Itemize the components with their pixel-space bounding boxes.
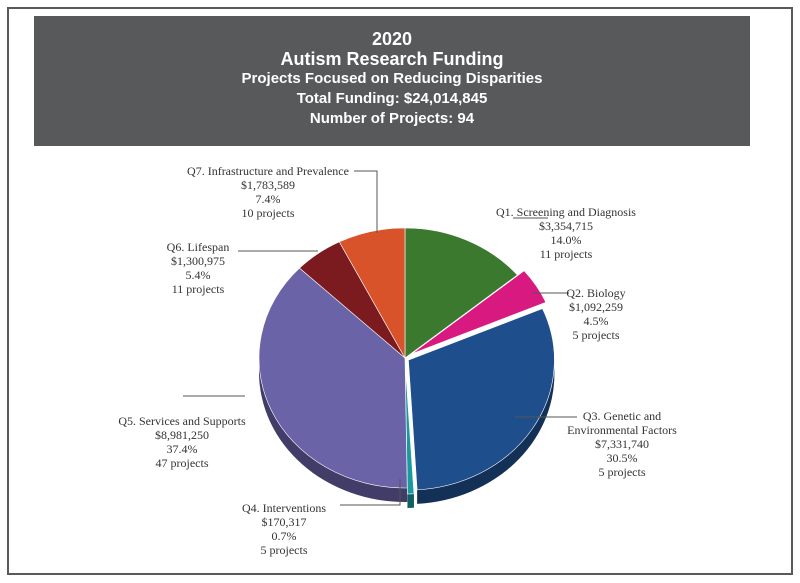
slice-name: Q7. Infrastructure and Prevalence <box>187 164 349 178</box>
pie-slice <box>404 363 415 495</box>
slice-name: Q6. Lifespan <box>167 240 230 254</box>
leader-line <box>354 170 378 233</box>
number-of-projects: Number of Projects: 94 <box>309 110 475 127</box>
pie-slice <box>411 270 547 355</box>
slice-amount: $170,317 <box>262 515 307 529</box>
pie-slice <box>258 267 408 489</box>
pie-slice-side <box>417 360 555 504</box>
slice-label: Q1. Screening and Diagnosis$3,354,71514.… <box>496 205 636 261</box>
slice-projects: 5 projects <box>573 328 620 342</box>
slice-name: Q2. Biology <box>566 286 625 300</box>
slice-percent: 37.4% <box>167 442 198 456</box>
slice-percent: 14.0% <box>551 233 582 247</box>
slice-name: Q4. Interventions <box>242 501 326 515</box>
slice-name: Q5. Services and Supports <box>118 414 246 428</box>
total-funding: Total Funding: $24,014,845 <box>296 90 488 107</box>
pie-slice-side <box>407 493 414 508</box>
slice-amount: $1,092,259 <box>569 300 623 314</box>
slice-projects: 5 projects <box>599 465 646 479</box>
chart-title: Autism Research Funding <box>280 49 504 69</box>
slice-amount: $1,300,975 <box>171 254 225 268</box>
pie-slice <box>408 308 555 491</box>
slice-percent: 30.5% <box>607 451 638 465</box>
pie-slices <box>258 227 555 495</box>
pie-slice <box>338 227 406 360</box>
slice-projects: 47 projects <box>156 456 209 470</box>
slice-name: Q3. Genetic and <box>583 409 661 423</box>
pie-labels: Q1. Screening and Diagnosis$3,354,71514.… <box>118 164 677 557</box>
slice-amount: $1,783,589 <box>241 178 295 192</box>
slice-projects: 11 projects <box>172 282 225 296</box>
pie-slice <box>404 227 518 359</box>
slice-name: Q1. Screening and Diagnosis <box>496 205 636 219</box>
slice-percent: 0.7% <box>272 529 297 543</box>
leader-line <box>340 479 401 506</box>
slice-amount: $7,331,740 <box>595 437 649 451</box>
slice-percent: 5.4% <box>186 268 211 282</box>
slice-percent: 7.4% <box>256 192 281 206</box>
chart-year: 2020 <box>371 29 413 49</box>
slice-projects: 5 projects <box>261 543 308 557</box>
slice-label: Q5. Services and Supports$8,981,25037.4%… <box>118 395 246 470</box>
slice-name: Environmental Factors <box>567 423 677 437</box>
slice-projects: 10 projects <box>242 206 295 220</box>
slice-projects: 11 projects <box>540 247 593 261</box>
slice-percent: 4.5% <box>584 314 609 328</box>
chart-subtitle: Projects Focused on Reducing Disparities <box>241 70 543 87</box>
slice-amount: $3,354,715 <box>539 219 593 233</box>
slice-amount: $8,981,250 <box>155 428 209 442</box>
chart-header: 2020 Autism Research Funding Projects Fo… <box>34 16 750 146</box>
slice-label: Q7. Infrastructure and Prevalence$1,783,… <box>187 164 378 233</box>
